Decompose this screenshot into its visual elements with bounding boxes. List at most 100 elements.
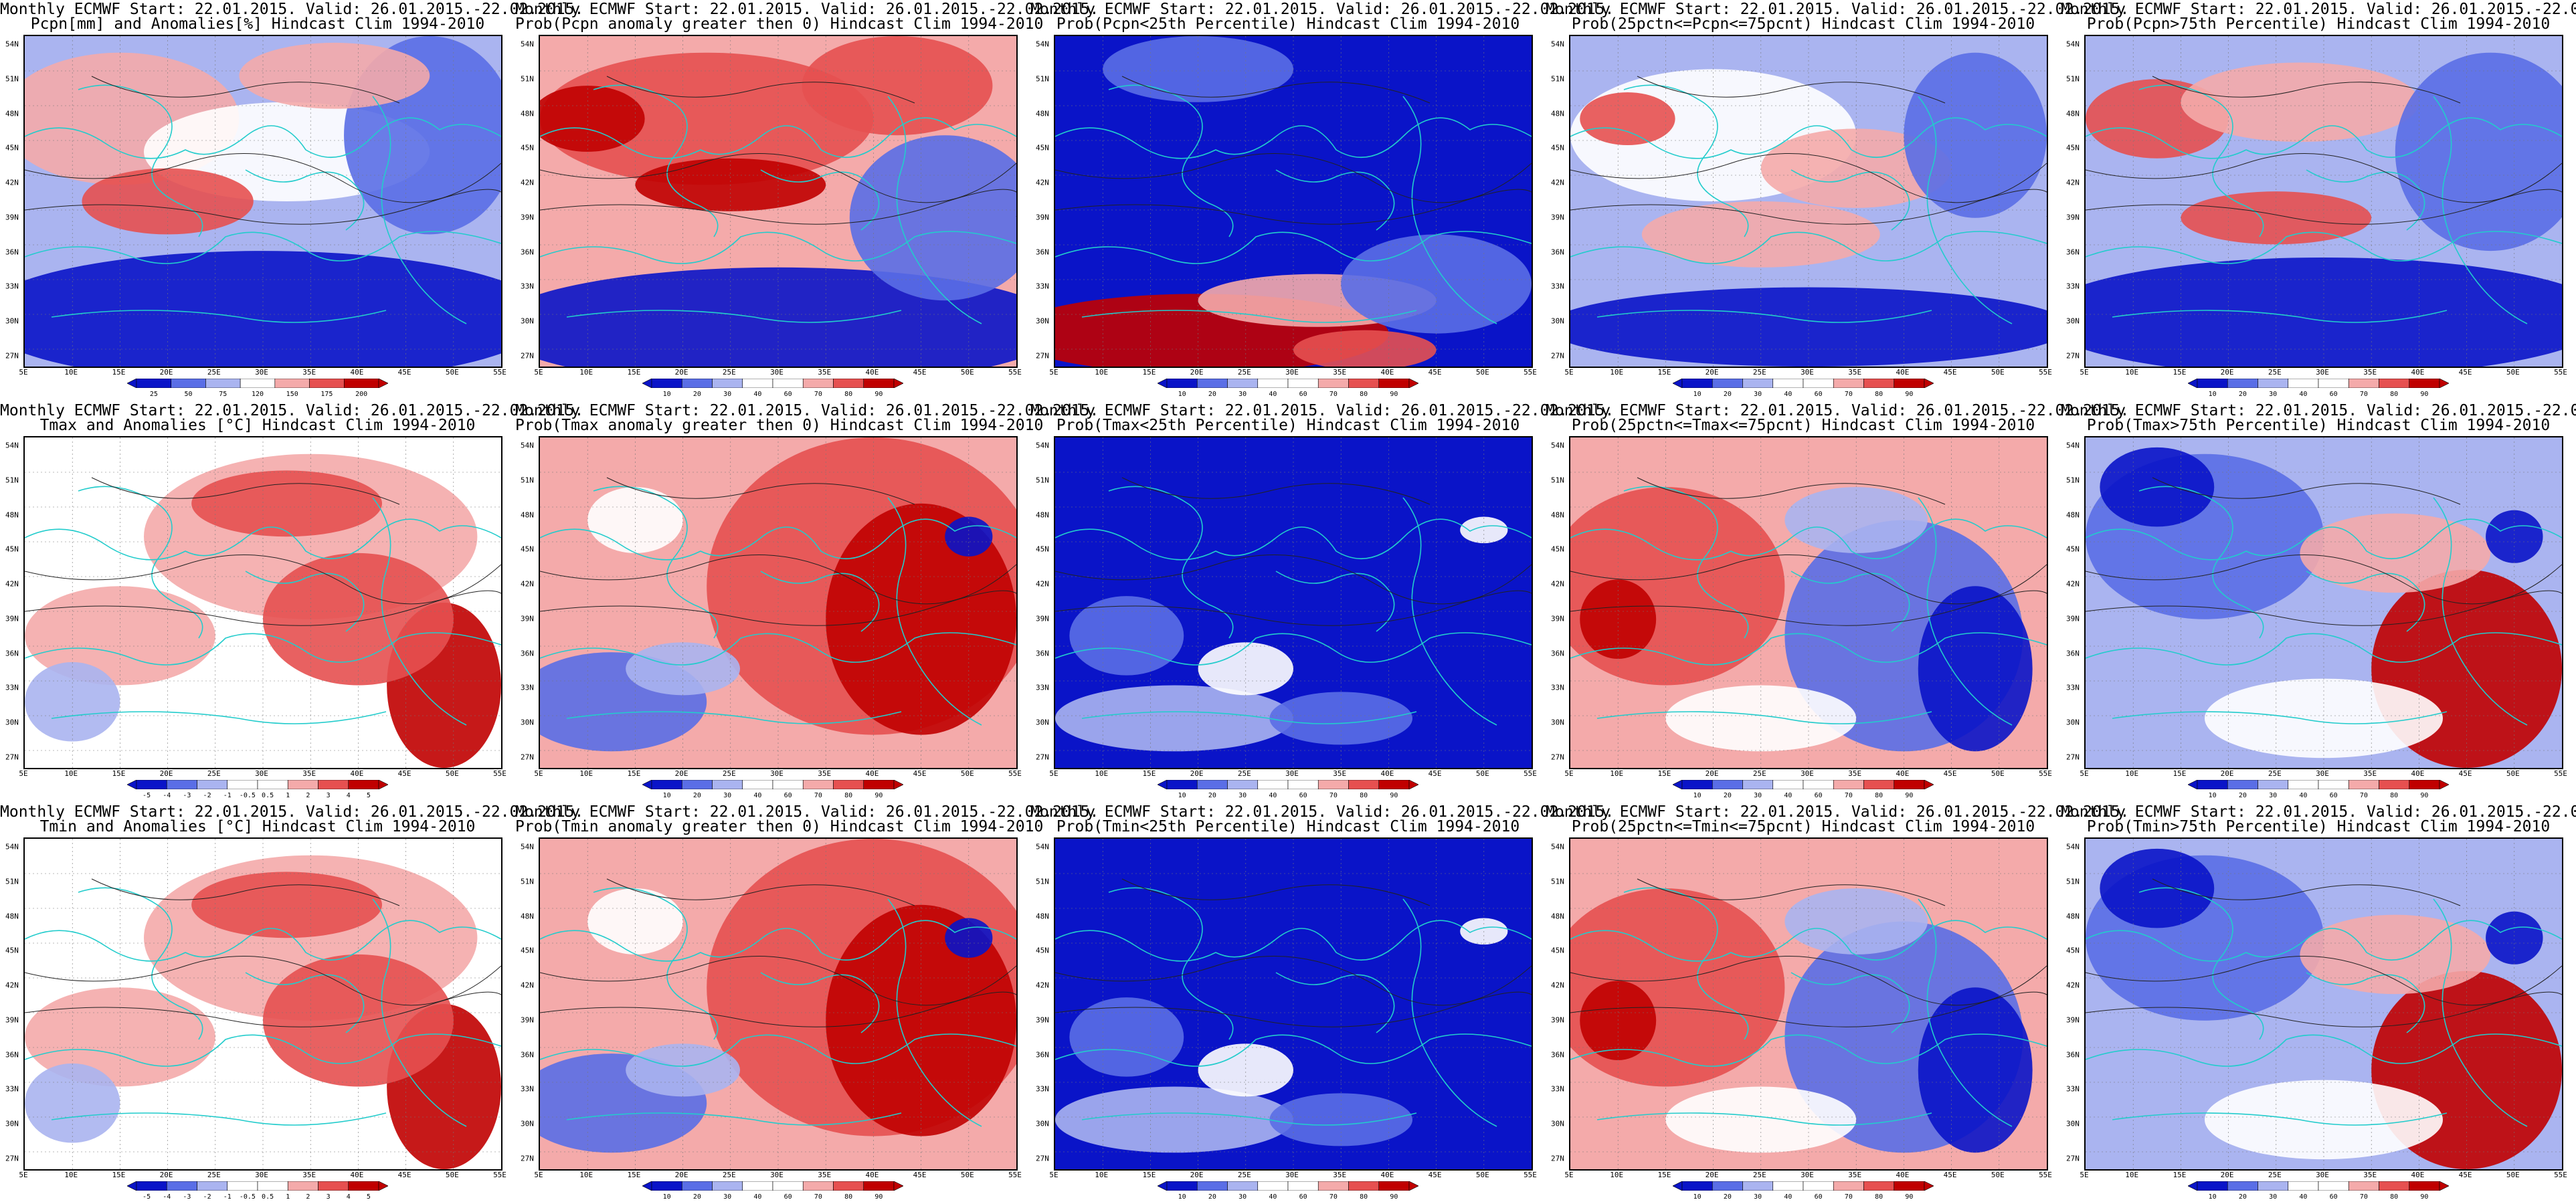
lon-tick-label: 50E bbox=[445, 368, 459, 377]
forecast-panel: Monthly ECMWF Start: 22.01.2015. Valid: … bbox=[2061, 0, 2576, 401]
lon-tick-label: 20E bbox=[2220, 1171, 2234, 1179]
colorbar-segment bbox=[1196, 780, 1228, 789]
lat-tick-label: 42N bbox=[1036, 178, 1049, 187]
coastline bbox=[760, 972, 880, 1033]
colorbar-segment bbox=[2348, 379, 2379, 388]
colorbar-label: 60 bbox=[784, 391, 792, 398]
lat-tick-label: 36N bbox=[1036, 247, 1049, 257]
colorbar-label: 90 bbox=[1905, 391, 1914, 398]
lat-tick-label: 45N bbox=[2066, 544, 2080, 554]
contour-line bbox=[25, 590, 501, 626]
lat-tick-label: 42N bbox=[1551, 579, 1564, 589]
colorbar-segment bbox=[712, 379, 743, 388]
lat-tick-label: 54N bbox=[5, 441, 19, 450]
colorbar-arrow-left bbox=[2188, 379, 2198, 388]
contour-line bbox=[25, 955, 501, 1006]
colorbar-segment bbox=[1317, 780, 1349, 789]
lat-tick-label: 54N bbox=[521, 441, 534, 450]
coastline bbox=[540, 117, 1016, 159]
lat-tick-label: 30N bbox=[5, 1119, 19, 1128]
forecast-panel: Monthly ECMWF Start: 22.01.2015. Valid: … bbox=[2061, 401, 2576, 803]
lat-tick-label: 45N bbox=[1036, 143, 1049, 153]
coastline bbox=[25, 518, 501, 561]
lat-tick-label: 45N bbox=[5, 544, 19, 554]
colorbar-label: -4 bbox=[163, 1193, 171, 1201]
coastline bbox=[566, 310, 902, 323]
colorbar-label: 30 bbox=[2269, 792, 2278, 799]
shaded-region bbox=[1269, 1093, 1412, 1146]
panel-title: Monthly ECMWF Start: 22.01.2015. Valid: … bbox=[1546, 803, 2130, 821]
colorbar-label: 60 bbox=[1814, 391, 1823, 398]
panel-title: Monthly ECMWF Start: 22.01.2015. Valid: … bbox=[2061, 803, 2576, 821]
colorbar-label: -5 bbox=[143, 1193, 151, 1201]
colorbar-segment bbox=[2258, 379, 2289, 388]
contour-line bbox=[540, 955, 1016, 1006]
lon-tick-label: 15E bbox=[1142, 368, 1156, 377]
colorbar-segment bbox=[136, 1181, 167, 1191]
colorbar bbox=[2188, 780, 2449, 789]
lat-tick-label: 36N bbox=[1036, 1050, 1049, 1060]
lat-tick-label: 36N bbox=[521, 649, 534, 658]
lon-tick-label: 15E bbox=[1657, 1171, 1671, 1179]
colorbar-segment bbox=[257, 780, 288, 789]
lat-tick-label: 45N bbox=[2066, 143, 2080, 153]
lon-tick-label: 5E bbox=[534, 368, 543, 377]
lat-tick-label: 42N bbox=[5, 981, 19, 990]
colorbar-label: 80 bbox=[2390, 391, 2399, 398]
colorbar-segment bbox=[863, 780, 895, 789]
panel-title: Monthly ECMWF Start: 22.01.2015. Valid: … bbox=[0, 1, 584, 18]
lat-tick-label: 36N bbox=[5, 1050, 19, 1060]
lon-tick-label: 30E bbox=[255, 368, 268, 377]
lon-tick-label: 15E bbox=[2173, 1171, 2187, 1179]
colorbar-label: 20 bbox=[1208, 1193, 1216, 1201]
panel-subtitle: Prob(25pctn<=Tmax<=75pcnt) Hindcast Clim… bbox=[1571, 417, 2035, 434]
lon-tick-label: 25E bbox=[722, 368, 736, 377]
lon-tick-label: 45E bbox=[1428, 1171, 1442, 1179]
contour-line bbox=[1055, 955, 1532, 1006]
contour-line bbox=[91, 878, 400, 906]
lon-tick-label: 5E bbox=[1564, 368, 1574, 377]
contour-line bbox=[2086, 153, 2562, 203]
lat-tick-label: 39N bbox=[521, 614, 534, 623]
panel-subtitle: Prob(Tmax>75th Percentile) Hindcast Clim… bbox=[2086, 417, 2551, 434]
colorbar-label: 40 bbox=[2299, 1193, 2308, 1201]
lon-tick-label: 35E bbox=[2363, 368, 2377, 377]
lat-tick-label: 54N bbox=[2066, 842, 2080, 851]
shaded-region bbox=[1641, 201, 1880, 268]
panel-subtitle: Prob(Tmin<25th Percentile) Hindcast Clim… bbox=[1056, 818, 1520, 835]
colorbar-label: 2 bbox=[306, 1193, 310, 1201]
colorbar-label: 70 bbox=[814, 1193, 822, 1201]
lat-tick-label: 51N bbox=[2066, 74, 2080, 84]
lat-tick-label: 33N bbox=[1036, 1084, 1049, 1094]
lon-tick-label: 5E bbox=[2080, 1171, 2089, 1179]
colorbar-label: 60 bbox=[2329, 1193, 2338, 1201]
colorbar-label: 120 bbox=[251, 391, 264, 398]
shaded-region bbox=[2486, 510, 2543, 563]
lon-tick-label: 20E bbox=[159, 368, 173, 377]
colorbar-arrow-right bbox=[893, 780, 903, 789]
colorbar-segment bbox=[2197, 1181, 2228, 1191]
colorbar-segment bbox=[742, 1181, 773, 1191]
shaded-region bbox=[2300, 914, 2491, 995]
lat-tick-label: 42N bbox=[2066, 981, 2080, 990]
forecast-map bbox=[539, 35, 1018, 368]
colorbar-segment bbox=[1833, 780, 1864, 789]
shaded-region bbox=[1784, 888, 1928, 955]
coastline bbox=[540, 920, 1016, 962]
colorbar-label: 30 bbox=[723, 1193, 732, 1201]
forecast-panel: Monthly ECMWF Start: 22.01.2015. Valid: … bbox=[0, 401, 583, 803]
map-canvas bbox=[2086, 36, 2562, 367]
forecast-map bbox=[1569, 35, 2048, 368]
lon-tick-label: 5E bbox=[2080, 769, 2089, 778]
lat-tick-label: 48N bbox=[1551, 912, 1564, 921]
colorbar-label: 80 bbox=[844, 792, 853, 799]
lat-tick-label: 45N bbox=[2066, 946, 2080, 955]
coastline bbox=[1055, 632, 1532, 666]
lon-tick-label: 5E bbox=[2080, 368, 2089, 377]
lon-tick-label: 45E bbox=[397, 1171, 411, 1179]
colorbar-segment bbox=[2318, 780, 2349, 789]
colorbar-label: 150 bbox=[286, 391, 298, 398]
lat-tick-label: 33N bbox=[2066, 683, 2080, 692]
lon-tick-label: 45E bbox=[913, 368, 927, 377]
shaded-region bbox=[2300, 513, 2491, 593]
